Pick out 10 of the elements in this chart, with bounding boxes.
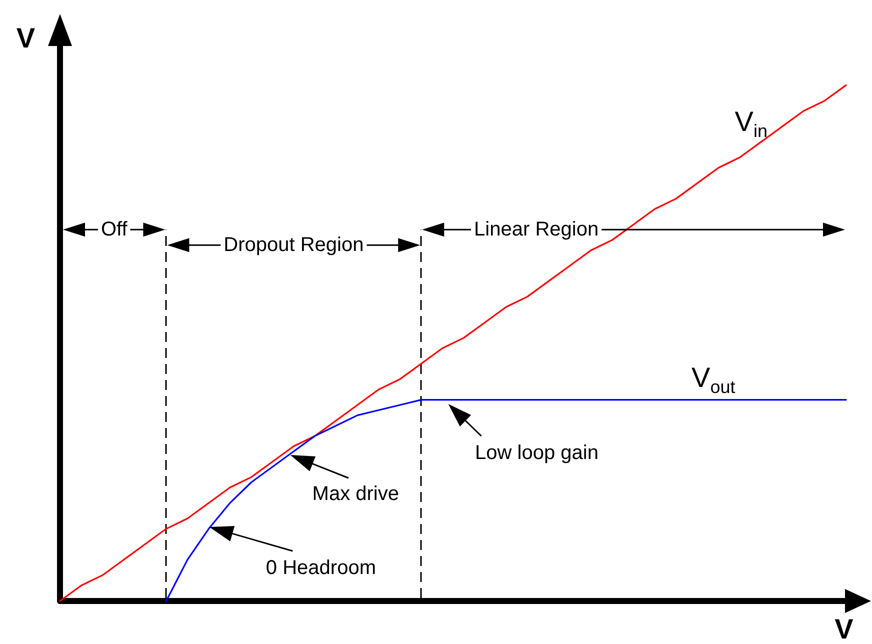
- annotation: Low loop gain: [475, 442, 598, 464]
- annotation: Off: [100, 218, 128, 241]
- x-axis-title: V: [834, 614, 854, 644]
- annotation: 0 Headroom: [266, 557, 376, 579]
- annotation: Max drive: [312, 483, 400, 505]
- annotation: Linear Region: [474, 218, 599, 241]
- y-axis-title: V: [16, 22, 36, 54]
- series-label: V$_{in}$: [734, 106, 768, 142]
- series-label: V$_{out}$: [692, 362, 736, 397]
- annotation: Dropout Region: [224, 234, 364, 256]
